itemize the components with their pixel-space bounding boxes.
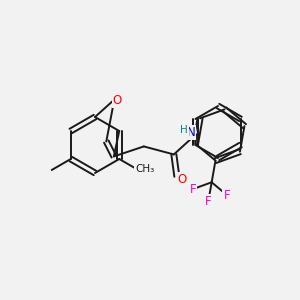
Text: CH₃: CH₃ xyxy=(135,164,154,174)
Text: F: F xyxy=(224,189,230,202)
Text: F: F xyxy=(190,183,196,196)
Text: N: N xyxy=(187,126,195,139)
Text: O: O xyxy=(113,94,122,107)
Text: H: H xyxy=(180,125,188,135)
Text: O: O xyxy=(177,173,187,186)
Text: F: F xyxy=(205,196,211,208)
